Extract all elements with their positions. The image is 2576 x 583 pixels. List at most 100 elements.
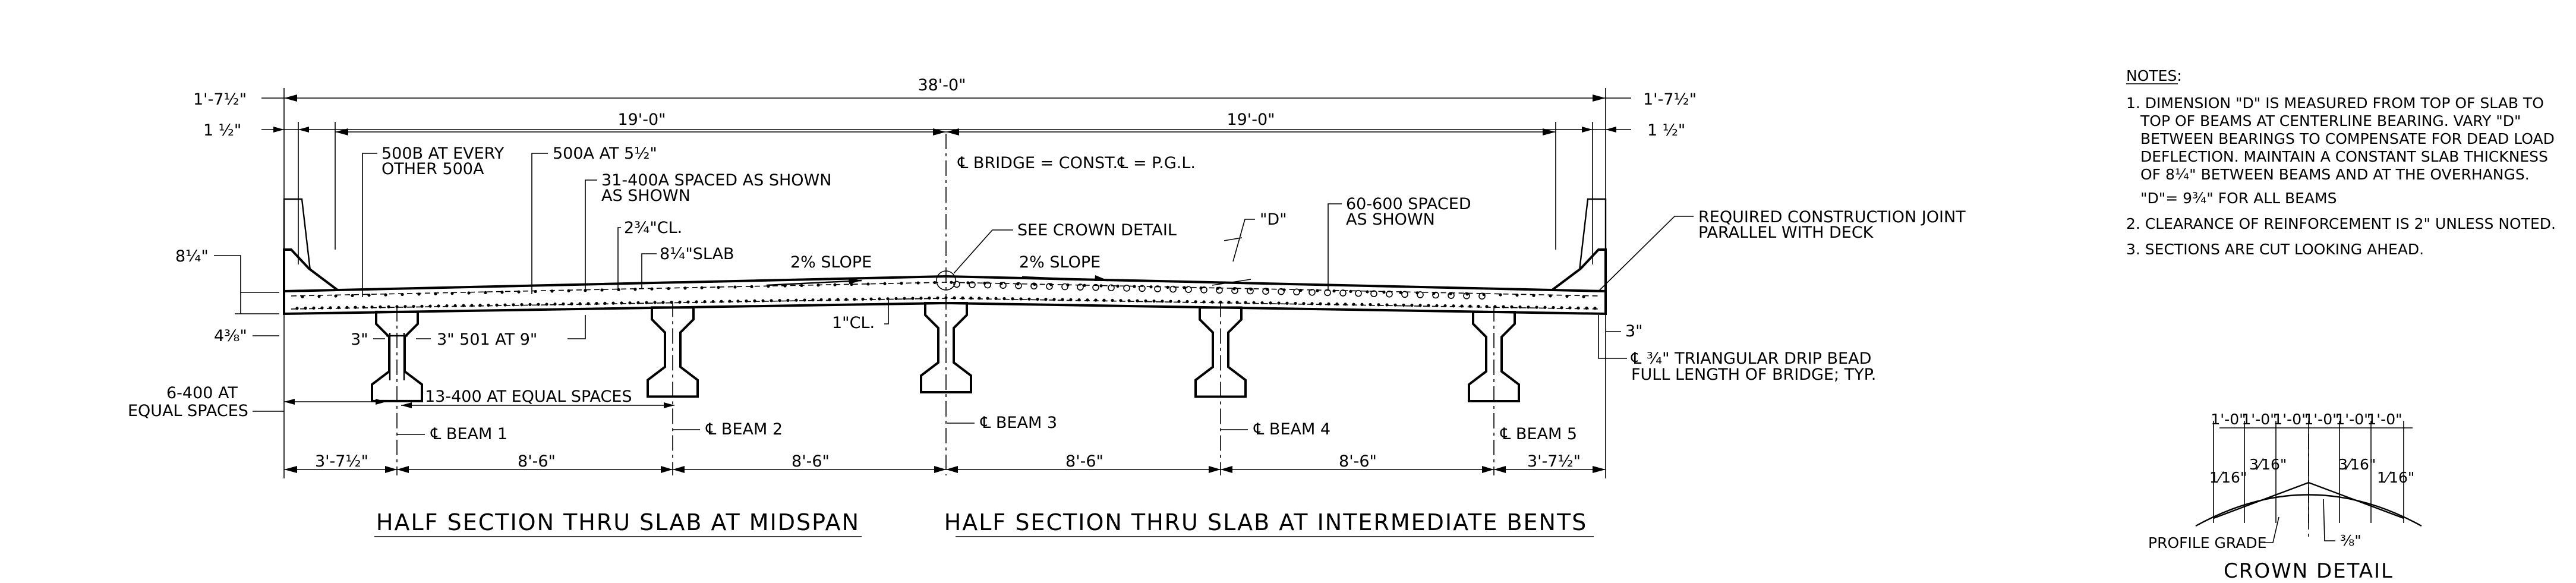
rebar-top bbox=[567, 289, 570, 292]
rebar-bottom bbox=[1352, 302, 1355, 306]
crown-dim-4: 1'-0" bbox=[2304, 411, 2339, 428]
rebar-bottom bbox=[1111, 298, 1114, 302]
rebar-open bbox=[1185, 286, 1192, 293]
rebar-open bbox=[1200, 286, 1207, 294]
note-line-6: "D"= 9¾" FOR ALL BEAMS bbox=[2140, 190, 2337, 207]
rebar-top bbox=[450, 292, 454, 295]
rebar-bottom bbox=[620, 301, 623, 305]
rebar-top bbox=[434, 292, 437, 295]
rebar-bottom bbox=[1069, 298, 1073, 301]
rebar-top bbox=[900, 282, 903, 285]
rebar-bottom bbox=[695, 300, 698, 304]
title-bents: HALF SECTION THRU SLAB AT INTERMEDIATE B… bbox=[944, 509, 1588, 535]
dim-arrow bbox=[385, 466, 409, 473]
rebar-open bbox=[1463, 292, 1470, 300]
right-barrier bbox=[1551, 198, 1607, 291]
rebar-bottom bbox=[1460, 304, 1464, 308]
rebar-bottom bbox=[1369, 302, 1372, 307]
rebar-top bbox=[1149, 285, 1153, 289]
rebar-bottom bbox=[720, 300, 723, 303]
rebar-bottom bbox=[1344, 302, 1347, 306]
rebar-bottom bbox=[495, 303, 499, 307]
rebar-bottom bbox=[487, 303, 490, 307]
bar-500a: 500A AT 5½" bbox=[553, 144, 657, 163]
rebar-bottom bbox=[661, 301, 665, 304]
notes-heading: NOTES: bbox=[2126, 67, 2182, 84]
crown-dim-3: 1'-0" bbox=[2273, 411, 2308, 428]
note-line-3: BETWEEN BEARINGS TO COMPENSATE FOR DEAD … bbox=[2140, 130, 2555, 147]
rebar-top bbox=[550, 289, 554, 293]
rebar-open bbox=[1169, 285, 1177, 293]
dim-arrow bbox=[661, 466, 685, 473]
span-4: 8'-6" bbox=[1065, 452, 1103, 471]
bar-6-400-l1: 6-400 AT bbox=[166, 384, 238, 402]
drip-l1: ℄ ¾" TRIANGULAR DRIP BEAD bbox=[1631, 349, 1871, 368]
bar-400a-l2: AS SHOWN bbox=[601, 187, 690, 205]
rebar-bottom bbox=[986, 297, 989, 300]
rebar-top bbox=[1332, 289, 1336, 293]
rebar-bottom bbox=[1435, 304, 1439, 307]
left-barrier bbox=[283, 198, 339, 291]
rebar-bottom bbox=[1310, 302, 1314, 305]
rebar-top bbox=[733, 285, 737, 289]
rebar-bottom bbox=[345, 305, 349, 309]
rebar-open bbox=[1324, 289, 1331, 297]
rebar-bottom bbox=[570, 302, 573, 305]
rebar-bottom bbox=[1443, 304, 1447, 308]
note-line-1: 1. DIMENSION "D" IS MEASURED FROM TOP OF… bbox=[2126, 94, 2544, 112]
rebar-top bbox=[1299, 288, 1303, 292]
rebar-open bbox=[1278, 288, 1285, 295]
rebar-bottom bbox=[1094, 298, 1098, 302]
rebar-bottom bbox=[745, 299, 748, 303]
rebar-bottom bbox=[803, 298, 806, 302]
rebar-top bbox=[750, 285, 753, 288]
rebar-bottom bbox=[412, 304, 415, 308]
dim-left-half: 19'-0" bbox=[617, 111, 666, 129]
rebar-bottom bbox=[1319, 302, 1322, 305]
rebar-bottom bbox=[1027, 297, 1031, 301]
rebar-bottom bbox=[1518, 305, 1522, 309]
beam-2-label: ℄ BEAM 2 bbox=[705, 420, 783, 439]
crown-frac-bottom: ⅜" bbox=[2340, 532, 2361, 549]
rebar-bottom bbox=[470, 304, 474, 307]
crown-frac-d: 1⁄16" bbox=[2377, 469, 2414, 486]
rebar-bottom bbox=[1427, 304, 1430, 307]
rebar-open bbox=[1216, 286, 1223, 294]
rebar-top bbox=[717, 285, 720, 289]
rebar-bottom bbox=[728, 300, 732, 303]
rebar-bottom bbox=[578, 302, 582, 305]
rebar-bottom bbox=[603, 301, 607, 305]
rebar-bottom bbox=[736, 300, 740, 303]
rebar-bottom bbox=[1302, 302, 1306, 305]
rebar-top bbox=[534, 289, 537, 294]
dim-arrow bbox=[1209, 466, 1232, 473]
rebar-open bbox=[1092, 283, 1099, 291]
rebar-bottom bbox=[1235, 301, 1239, 304]
rebar-top bbox=[1133, 285, 1136, 288]
rebar-bottom bbox=[1244, 301, 1247, 304]
rebar-bottom bbox=[1227, 301, 1231, 304]
rebar-top bbox=[1316, 289, 1319, 292]
crown-detail-ref: SEE CROWN DETAIL bbox=[1017, 221, 1177, 239]
dim-overall: 38'-0" bbox=[917, 76, 966, 94]
rebar-bottom bbox=[1593, 307, 1597, 310]
rebar-top bbox=[1366, 290, 1369, 294]
beam-5-label: ℄ BEAM 5 bbox=[1500, 425, 1577, 443]
note-line-4: DEFLECTION. MAINTAIN A CONSTANT SLAB THI… bbox=[2140, 148, 2548, 165]
rebar-open bbox=[1262, 288, 1269, 295]
rebar-bottom bbox=[520, 303, 524, 307]
rebar-top bbox=[467, 291, 471, 295]
rebar-top bbox=[966, 281, 970, 285]
rebar-open bbox=[1417, 291, 1424, 298]
dim-3-right: 3" bbox=[1625, 322, 1643, 341]
rebar-top bbox=[816, 283, 820, 287]
slope-right: 2% SLOPE bbox=[1019, 253, 1101, 272]
rebar-bottom bbox=[878, 297, 881, 301]
rebar-bottom bbox=[1452, 304, 1455, 308]
rebar-open bbox=[1386, 291, 1393, 298]
rebar-bottom bbox=[653, 301, 657, 304]
rebar-bottom bbox=[1127, 299, 1131, 302]
rebar-top bbox=[384, 293, 387, 297]
bar-600-l2: AS SHOWN bbox=[1346, 210, 1435, 229]
